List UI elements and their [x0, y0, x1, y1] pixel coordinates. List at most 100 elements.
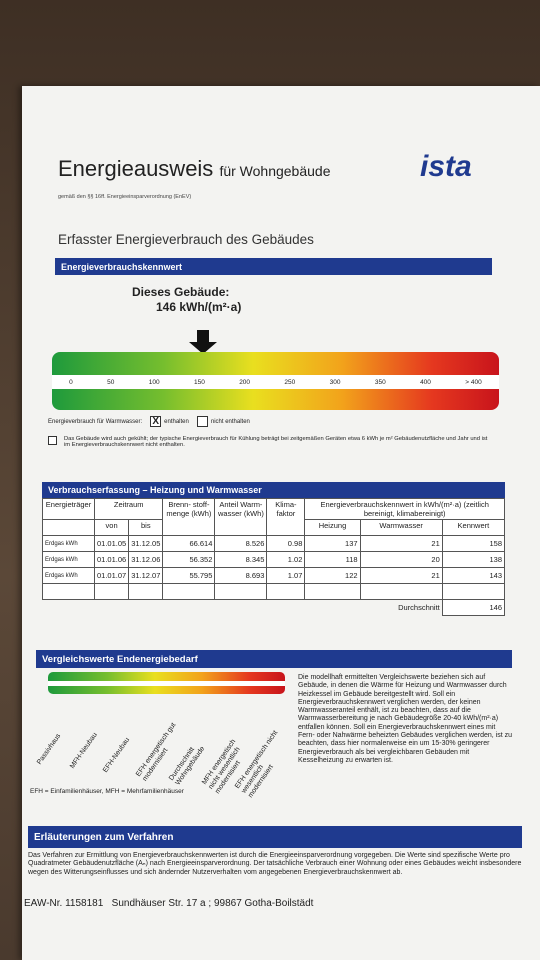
cooling-note: Das Gebäude wird auch gekühlt; der typis…: [48, 436, 488, 448]
data-row: Erdgas kWh 01.01.07 31.12.07 55.795 8.693 1.0…: [42, 567, 506, 584]
column-header: Heizung: [304, 519, 361, 536]
footer: EAW-Nr. 1158181 Sundhäuser Str. 17 a ; 9…: [24, 898, 313, 909]
scale-tick: 0: [69, 378, 73, 386]
scale-tick: 200: [239, 378, 251, 386]
header-row: Energieträger Zeitraum Brenn- stoff- menge…: [42, 498, 505, 536]
column-header: von: [93, 519, 130, 536]
scale-tick: 50: [107, 378, 115, 386]
scale-tick: 300: [329, 378, 341, 386]
cell: [441, 583, 506, 600]
option: nicht enthalten: [210, 418, 250, 425]
scale-tick: 250: [284, 378, 296, 386]
column-header: Klima- faktor: [266, 498, 306, 536]
checkbox: [48, 436, 57, 445]
cell: [93, 583, 130, 600]
column-header: Energieträger: [42, 498, 95, 520]
cell: [359, 583, 443, 600]
footnote: EFH = Einfamilienhäuser, MFH = Mehrfamil…: [30, 788, 184, 795]
cell: 143: [441, 567, 506, 584]
cell: 1.07: [266, 567, 306, 584]
scale-tick: 350: [374, 378, 386, 386]
cell: 8.693: [214, 567, 268, 584]
checkbox: X: [150, 416, 162, 427]
cell: 31.12.07: [128, 567, 164, 584]
cell: 21: [359, 535, 443, 552]
cell: 1.02: [266, 551, 306, 568]
cell: 20: [359, 551, 443, 568]
building-value: 146 kWh/(m²·a): [156, 300, 242, 314]
column-header: [42, 519, 95, 536]
column-header: Kennwert: [441, 519, 506, 536]
scale-tick: > 400: [465, 378, 482, 386]
cell: [162, 583, 216, 600]
cooling-text: Das Gebäude wird auch gekühlt; der typis…: [64, 436, 488, 448]
cell: 01.01.07: [93, 567, 130, 584]
average-value: 146: [441, 599, 506, 616]
title: Energieausweis: [58, 156, 214, 181]
cell: 118: [304, 551, 361, 568]
title-suffix: für Wohngebäude: [219, 163, 331, 179]
cell: 01.01.05: [93, 535, 130, 552]
column-header: Zeitraum: [93, 498, 164, 520]
cell: [42, 583, 95, 600]
data-row: Erdgas kWh 01.01.05 31.12.05 66.614 8.526 0.9…: [42, 535, 506, 552]
average-row: Durchschnitt 146: [43, 599, 506, 616]
cell: 138: [441, 551, 506, 568]
scale-tick: 150: [193, 378, 205, 386]
logo: ista: [420, 150, 472, 183]
cell: Erdgas kWh: [42, 567, 95, 584]
cell: 66.614: [162, 535, 216, 552]
cell: [214, 583, 268, 600]
cell: 31.12.05: [128, 535, 164, 552]
scale-tick: 100: [148, 378, 160, 386]
option: enthalten: [164, 418, 189, 425]
explanation-heading: Erläuterungen zum Verfahren: [28, 826, 522, 848]
average-label: Durchschnitt: [398, 603, 440, 613]
cell: 137: [304, 535, 361, 552]
section-title: Erfasster Energieverbrauch des Gebäudes: [58, 232, 314, 247]
cell: 0.98: [266, 535, 306, 552]
column-header: bis: [128, 519, 164, 536]
cell: [304, 583, 361, 600]
comparison-text: Die modellhaft ermittelten Vergleichswer…: [298, 674, 513, 764]
cell: Erdgas kWh: [42, 551, 95, 568]
checkbox: [196, 416, 208, 427]
cell: 55.795: [162, 567, 216, 584]
explanation-text: Das Verfahren zur Ermittlung von Energie…: [28, 852, 522, 876]
arrow: [189, 330, 217, 354]
footer-number: EAW-Nr. 1158181: [24, 898, 104, 909]
document: Energieausweis für Wohngebäude gemäß den…: [22, 86, 540, 960]
cell: 01.01.06: [93, 551, 130, 568]
section-heading: Energieverbrauchskennwert: [55, 258, 492, 275]
cell: 31.12.06: [128, 551, 164, 568]
cell: [266, 583, 306, 600]
consumption-table: Energieträger Zeitraum Brenn- stoff- menge…: [42, 498, 506, 616]
cell: [128, 583, 164, 600]
header-row: von bis Heizung Warmwasser Kennwert: [42, 519, 506, 536]
comparison-strip: [48, 681, 285, 686]
comparison-heading: Vergleichswerte Endenergiebedarf: [36, 650, 512, 668]
warmwater-label: Energieverbrauch für Warmwasser:: [48, 418, 143, 425]
scale-tick: 400: [420, 378, 431, 386]
column-header: Warmwasser: [359, 519, 443, 536]
cell: 8.526: [214, 535, 268, 552]
subtitle: gemäß den §§ 16ff. Energieeinsparverordn…: [58, 194, 192, 200]
table-heading: Verbrauchserfassung – Heizung und Warmwa…: [42, 482, 505, 498]
footer-address: Sundhäuser Str. 17 a ; 99867 Gotha-Boils…: [111, 898, 314, 909]
scale-ticks: 0 50 100 150 200 250 300 350 400 > 400: [52, 375, 499, 389]
column-header: Brenn- stoff- menge (kWh): [162, 498, 216, 536]
cell: 122: [304, 567, 361, 584]
column-header: Energieverbrauchskennwert in kWh/(m²·a) …: [304, 498, 505, 520]
cell: 158: [441, 535, 506, 552]
data-row: Erdgas kWh 01.01.06 31.12.06 56.352 8.345 1.0…: [42, 551, 506, 568]
title-line: Energieausweis für Wohngebäude: [58, 156, 331, 182]
building-label: Dieses Gebäude:: [132, 285, 230, 299]
cell: Erdgas kWh: [42, 535, 95, 552]
cell: 21: [359, 567, 443, 584]
empty-row: [42, 583, 506, 600]
cell: 56.352: [162, 551, 216, 568]
cell: 8.345: [214, 551, 268, 568]
column-header: Anteil Warm- wasser (kWh): [214, 498, 268, 536]
